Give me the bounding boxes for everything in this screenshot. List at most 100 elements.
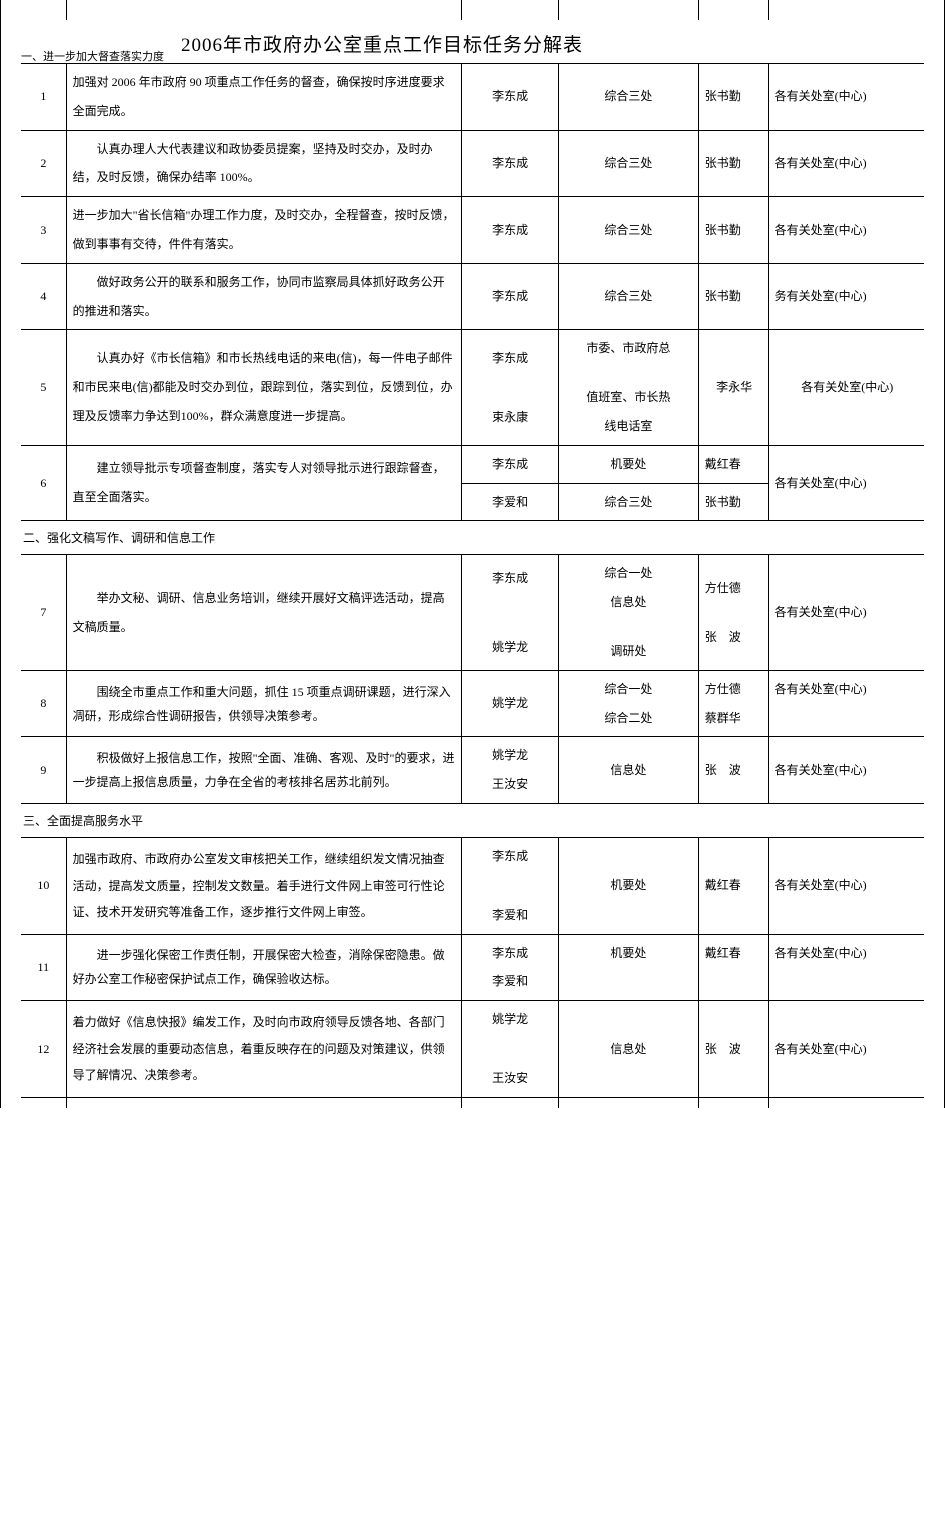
row-desc: 积极做好上报信息工作，按照"全面、准确、客观、及时"的要求，进一步提高上报信息质… xyxy=(66,737,462,804)
row-c6: 各有关处室(中心) xyxy=(768,130,924,197)
stub xyxy=(21,0,66,20)
row-c5: 方仕德 蔡群华 xyxy=(698,670,768,737)
c5-line: 蔡群华 xyxy=(705,704,764,733)
row-c4: 综合三处 xyxy=(558,197,698,264)
row-num: 6 xyxy=(21,445,66,521)
row-c5: 戴红春 xyxy=(698,934,768,1001)
work-table-section-3: 10 加强市政府、市政府办公室发文审核把关工作，继续组织发文情况抽查活动，提高发… xyxy=(21,838,924,1098)
c3-line: 李爱和 xyxy=(466,967,554,996)
row-c4: 信息处 xyxy=(558,737,698,804)
c6-text: 各有关处室(中心) xyxy=(801,380,893,394)
stub xyxy=(66,0,462,20)
row-c6: 各有关处室(中心) xyxy=(768,555,924,670)
row-c4: 综合一处 信息处 调研处 xyxy=(558,555,698,670)
row-c3: 李东成 xyxy=(462,197,559,264)
row-num: 3 xyxy=(21,197,66,264)
row-desc: 进一步强化保密工作责任制，开展保密大检查，消除保密隐患。做好办公室工作秘密保护试… xyxy=(66,934,462,1001)
row-c4: 综合三处 xyxy=(558,483,698,521)
row-desc: 做好政务公开的联系和服务工作，协同市监察局具体抓好政务公开的推进和落实。 xyxy=(66,263,462,330)
table-row: 1 加强对 2006 年市政府 90 项重点工作任务的督查，确保按时序进度要求全… xyxy=(21,64,924,130)
row-c4: 综合三处 xyxy=(558,130,698,197)
row-c3: 姚学龙 王汝安 xyxy=(462,1001,559,1098)
stub-bottom xyxy=(21,1098,924,1108)
row-c4: 综合三处 xyxy=(558,64,698,130)
row-c3: 李东成 李爱和 xyxy=(462,838,559,934)
row-num: 1 xyxy=(21,64,66,130)
row-c3: 李东成 束永康 xyxy=(462,330,559,445)
row-c3: 姚学龙 王汝安 xyxy=(462,737,559,804)
row-c3: 李东成 xyxy=(462,445,559,483)
row-c5: 张 波 xyxy=(698,737,768,804)
row-c4: 机要处 xyxy=(558,838,698,934)
c3-line: 姚学龙 xyxy=(466,633,554,662)
row-c6: 各有关处室(中心) xyxy=(768,934,924,1001)
table-row: 11 进一步强化保密工作责任制，开展保密大检查，消除保密隐患。做好办公室工作秘密… xyxy=(21,934,924,1001)
row-c6: 各有关处室(中心) xyxy=(768,670,924,737)
row-desc: 进一步加大"省长信箱"办理工作力度，及时交办，全程督查，按时反馈，做到事事有交待… xyxy=(66,197,462,264)
section-1-header: 一、进一步加大督查落实力度 xyxy=(21,48,164,64)
stub xyxy=(698,1098,768,1108)
stub xyxy=(66,1098,462,1108)
c4-line: 综合二处 xyxy=(563,704,694,733)
table-row: 8 围绕全市重点工作和重大问题，抓住 15 项重点调研课题，进行深入凋研，形成综… xyxy=(21,670,924,737)
table-row: 12 着力做好《信息快报》编发工作，及时向市政府领导反馈各地、各部门经济社会发展… xyxy=(21,1001,924,1098)
row-c5: 方仕德 张 波 xyxy=(698,555,768,670)
row-desc: 认真办理人大代表建议和政协委员提案，坚持及时交办，及时办结，及时反馈，确保办结率… xyxy=(66,130,462,197)
row-c3: 李东成 xyxy=(462,64,559,130)
c3-line: 李东成 xyxy=(466,564,554,593)
row-c5: 张书勤 xyxy=(698,64,768,130)
section-2-header: 二、强化文稿写作、调研和信息工作 xyxy=(21,521,924,555)
title-row: 一、进一步加大督查落实力度 2006年市政府办公室重点工作目标任务分解表 xyxy=(21,20,924,64)
c3-line: 李东成 xyxy=(466,842,554,871)
c4-line: 综合一处 xyxy=(563,559,694,588)
c5-line: 张 波 xyxy=(705,623,764,652)
row-c3: 李东成 李爱和 xyxy=(462,934,559,1001)
stub xyxy=(462,0,559,20)
stub xyxy=(462,1098,559,1108)
row-c6: 务有关处室(中心) xyxy=(768,263,924,330)
c3-line: 姚学龙 xyxy=(466,1005,554,1034)
row-c5: 张书勤 xyxy=(698,483,768,521)
row-c4: 综合三处 xyxy=(558,263,698,330)
row-num: 8 xyxy=(21,670,66,737)
row-c6: 各有关处室(中心) xyxy=(768,838,924,934)
row-num: 11 xyxy=(21,934,66,1001)
row-c5: 张书勤 xyxy=(698,197,768,264)
row-num: 5 xyxy=(21,330,66,445)
row-c3: 李东成 姚学龙 xyxy=(462,555,559,670)
c3-line: 束永康 xyxy=(466,403,554,432)
row-desc: 加强对 2006 年市政府 90 项重点工作任务的督查，确保按时序进度要求全面完… xyxy=(66,64,462,130)
row-num: 10 xyxy=(21,838,66,934)
c5-text: 李永华 xyxy=(716,380,752,394)
row-desc: 加强市政府、市政府办公室发文审核把关工作，继续组织发文情况抽查活动，提高发文质量… xyxy=(66,838,462,934)
row-c4: 信息处 xyxy=(558,1001,698,1098)
row-c5: 戴红春 xyxy=(698,445,768,483)
stub xyxy=(768,1098,924,1108)
table-row: 5 认真办好《市长信箱》和市长热线电话的来电(信)，每一件电子邮件和市民来电(信… xyxy=(21,330,924,445)
stub xyxy=(698,0,768,20)
row-c6: 各有关处室(中心) xyxy=(768,330,924,445)
row-c5: 张书勤 xyxy=(698,263,768,330)
row-c3: 姚学龙 xyxy=(462,670,559,737)
c4-line: 市委、市政府总 xyxy=(563,334,694,363)
row-c3: 李东成 xyxy=(462,263,559,330)
row-c6: 各有关处室(中心) xyxy=(768,737,924,804)
stub xyxy=(558,0,698,20)
row-c4: 机要处 xyxy=(558,934,698,1001)
row-c5: 李永华 xyxy=(698,330,768,445)
c4-line: 值班室、市长热 xyxy=(563,383,694,412)
row-c4: 机要处 xyxy=(558,445,698,483)
row-c3: 李东成 xyxy=(462,130,559,197)
row-c5: 戴红春 xyxy=(698,838,768,934)
row-num: 9 xyxy=(21,737,66,804)
table-row: 10 加强市政府、市政府办公室发文审核把关工作，继续组织发文情况抽查活动，提高发… xyxy=(21,838,924,934)
row-c4: 市委、市政府总 值班室、市长热 线电话室 xyxy=(558,330,698,445)
row-desc: 举办文秘、调研、信息业务培训，继续开展好文稿评选活动，提高文稿质量。 xyxy=(66,555,462,670)
row-c6: 各有关处室(中心) xyxy=(768,1001,924,1098)
c3-line: 王汝安 xyxy=(466,770,554,799)
c3-line: 姚学龙 xyxy=(466,741,554,770)
row-num: 7 xyxy=(21,555,66,670)
row-desc: 建立领导批示专项督查制度，落实专人对领导批示进行跟踪督查，直至全面落实。 xyxy=(66,445,462,521)
table-row: 7 举办文秘、调研、信息业务培训，继续开展好文稿评选活动，提高文稿质量。 李东成… xyxy=(21,555,924,670)
c3-line: 李东成 xyxy=(466,939,554,968)
